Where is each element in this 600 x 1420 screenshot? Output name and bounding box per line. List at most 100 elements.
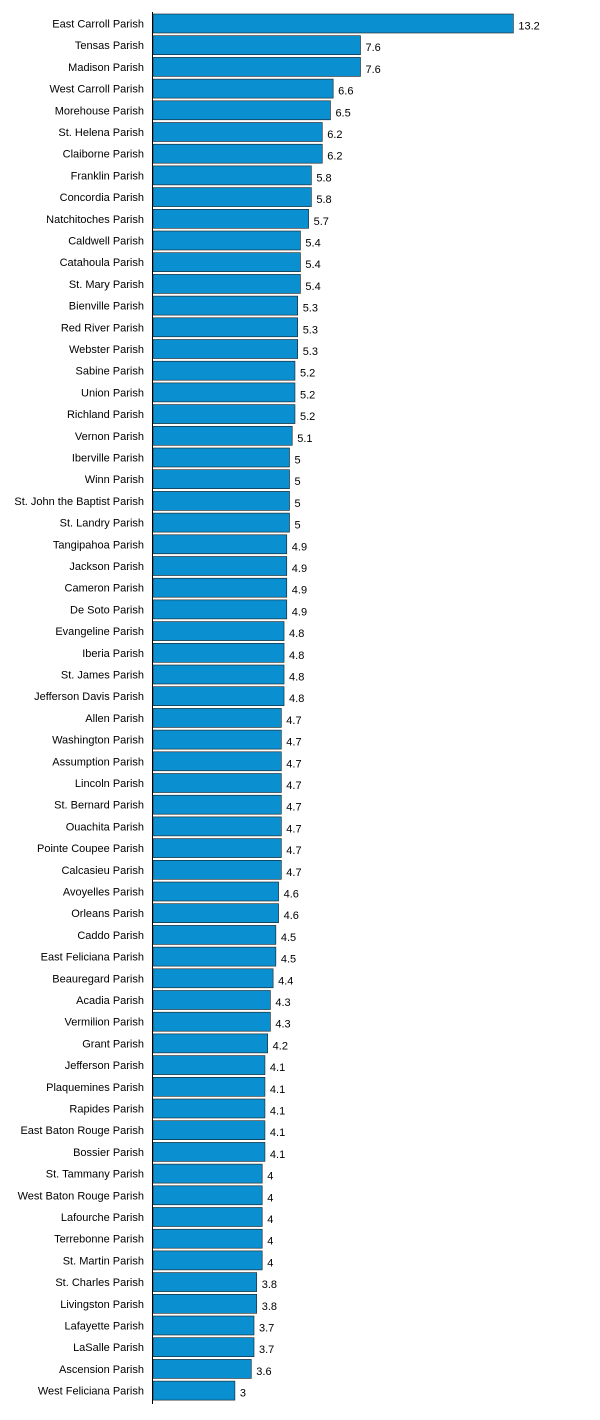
value-label: 5.8 [316,194,331,206]
category-label: Bossier Parish [73,1147,144,1159]
value-label: 4.3 [275,1019,290,1031]
value-label: 6.6 [338,86,353,98]
bar [152,794,282,815]
category-label: Vernon Parish [75,431,144,443]
bar [152,78,334,99]
category-label: Plaquemines Parish [46,1082,144,1094]
bar [152,187,312,207]
value-label: 5 [295,498,301,510]
bar [152,230,301,251]
category-label: Grant Parish [82,1038,144,1050]
bar [152,1359,252,1379]
category-label: Tangipahoa Parish [53,539,144,551]
value-label: 4.8 [289,672,304,684]
category-label: St. Bernard Parish [54,800,144,812]
bar [152,1163,263,1184]
bar [152,708,282,728]
category-label: St. Martin Parish [63,1255,144,1267]
value-label: 5.8 [316,172,331,184]
value-label: 4.2 [273,1040,288,1052]
category-label: Claiborne Parish [63,149,144,161]
value-label: 5.1 [297,433,312,445]
value-labels-group: 13.2 7.6 7.6 6.6 6.5 6.2 6.2 5.8 5.8 5.7 5.4 5.4 5.4… [240,21,540,1400]
bar [152,122,323,142]
bar [152,57,361,77]
bar [152,577,288,598]
bar [152,859,282,880]
value-label: 4.1 [270,1084,285,1096]
bar [152,1033,268,1054]
category-label: Sabine Parish [76,366,145,378]
bar [152,903,279,924]
value-label: 4.8 [289,628,304,640]
bar [152,1272,258,1292]
category-label: De Soto Parish [70,604,144,616]
value-label: 4.7 [286,758,301,770]
category-label: Morehouse Parish [55,105,144,117]
category-label: LaSalle Parish [73,1342,144,1354]
bar [152,1228,263,1249]
bar [152,382,296,403]
value-label: 4.7 [286,715,301,727]
value-label: 4 [267,1257,273,1269]
value-label: 4.9 [292,563,307,575]
category-label: Vermilion Parish [65,1017,144,1029]
value-label: 4.9 [292,606,307,618]
bar [152,1380,236,1401]
bar [152,773,282,793]
value-label: 3.8 [262,1279,277,1291]
value-label: 4 [267,1236,273,1248]
bar [152,512,290,533]
category-label: Bienville Parish [69,301,144,313]
category-label: Caldwell Parish [68,236,144,248]
category-label: Orleans Parish [71,908,144,920]
value-label: 5.3 [303,324,318,336]
category-label: Iberville Parish [72,453,144,465]
value-label: 3.8 [262,1301,277,1313]
category-label: West Feliciana Parish [38,1386,144,1398]
category-label: East Carroll Parish [52,19,144,31]
value-label: 5.3 [303,303,318,315]
category-label: East Feliciana Parish [41,952,144,964]
bar [152,556,288,576]
category-label: West Carroll Parish [49,84,144,96]
category-label: Beauregard Parish [52,973,144,985]
bar [152,751,282,772]
category-label: Union Parish [81,387,144,399]
value-label: 4.1 [270,1106,285,1118]
value-label: 5.2 [300,411,315,423]
value-label: 4.9 [292,585,307,597]
category-label: Caddo Parish [77,930,144,942]
bar [152,1098,266,1119]
value-label: 4.1 [270,1062,285,1074]
category-label: Avoyelles Parish [63,887,144,899]
bar [152,165,312,186]
value-label: 3.7 [259,1323,274,1335]
value-label: 5.4 [305,259,320,271]
category-label: Rapides Parish [69,1104,144,1116]
value-label: 13.2 [518,21,539,33]
bar [152,35,361,56]
category-label: Ouachita Parish [66,821,144,833]
value-label: 4 [267,1192,273,1204]
category-label: Evangeline Parish [55,626,144,638]
bar [152,1011,271,1032]
bar [152,469,290,490]
category-label: St. Mary Parish [69,279,144,291]
category-label: Acadia Parish [76,995,144,1007]
bar [152,990,271,1010]
value-label: 5.7 [314,216,329,228]
bar [152,100,331,121]
value-label: 3 [240,1388,246,1400]
category-label: Tensas Parish [75,40,144,52]
bar [152,317,298,338]
bar [152,339,298,359]
bar [152,1055,266,1075]
bar [152,599,288,620]
value-label: 5.2 [300,389,315,401]
bar [152,1315,255,1336]
category-label: East Baton Rouge Parish [20,1125,144,1137]
category-label: Livingston Parish [60,1299,144,1311]
category-labels-group: East Carroll Parish Tensas Parish Madison … [14,19,144,1398]
